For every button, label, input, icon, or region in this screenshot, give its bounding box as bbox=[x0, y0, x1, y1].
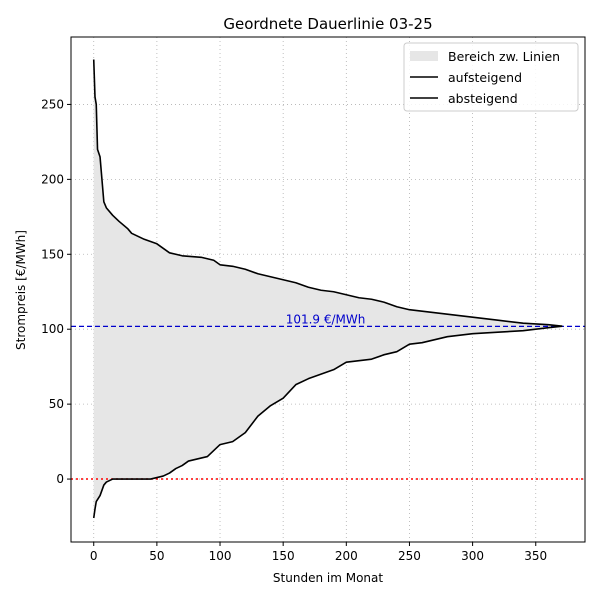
legend-swatch-area bbox=[410, 51, 438, 61]
y-tick-label: 0 bbox=[56, 472, 64, 486]
y-tick-label: 150 bbox=[41, 247, 64, 261]
legend-label-ascending: aufsteigend bbox=[448, 70, 522, 85]
x-axis-label: Stunden im Monat bbox=[273, 571, 383, 585]
chart-title: Geordnete Dauerlinie 03-25 bbox=[223, 15, 432, 33]
y-tick-label: 50 bbox=[49, 397, 64, 411]
x-tick-label: 0 bbox=[90, 549, 98, 563]
mean-line-label: 101.9 €/MWh bbox=[286, 312, 366, 326]
plot-frame bbox=[70, 36, 586, 543]
x-tick-label: 150 bbox=[272, 549, 295, 563]
y-tick-label: 100 bbox=[41, 322, 64, 336]
area-fill bbox=[93, 59, 563, 519]
x-axis-ticks: 0 50 100 150 200 250 300 350 bbox=[90, 542, 547, 563]
x-tick-label: 300 bbox=[461, 549, 484, 563]
area-between-lines bbox=[93, 59, 563, 519]
y-axis-label: Strompreis [€/MWh] bbox=[14, 230, 28, 350]
series-line-aufsteigend bbox=[92, 325, 563, 519]
legend-box bbox=[403, 42, 579, 112]
y-tick-label: 250 bbox=[41, 97, 64, 111]
y-axis-ticks: 0 50 100 150 200 250 bbox=[41, 97, 71, 486]
legend-label-area: Bereich zw. Linien bbox=[448, 49, 560, 64]
x-tick-label: 50 bbox=[149, 549, 164, 563]
x-tick-label: 350 bbox=[524, 549, 547, 563]
y-tick-label: 200 bbox=[41, 172, 64, 186]
legend-label-descending: absteigend bbox=[448, 91, 518, 106]
x-tick-label: 200 bbox=[335, 549, 358, 563]
x-tick-label: 100 bbox=[209, 549, 232, 563]
series-lines bbox=[92, 59, 563, 519]
series-line-absteigend bbox=[92, 59, 563, 328]
legend: Bereich zw. Linien aufsteigend absteigen… bbox=[403, 42, 579, 112]
reference-lines bbox=[71, 325, 585, 480]
x-tick-label: 250 bbox=[398, 549, 421, 563]
